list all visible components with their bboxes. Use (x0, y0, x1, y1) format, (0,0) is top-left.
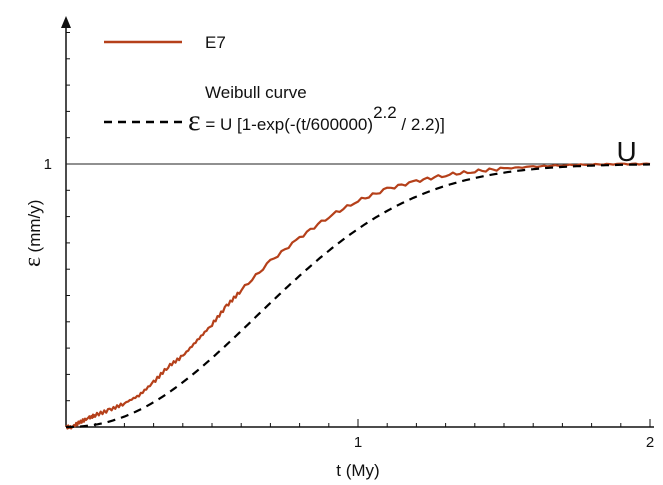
y-axis-symbol: ε (20, 257, 46, 267)
x-axis-title: t (My) (336, 461, 379, 480)
reference-line-label: U (617, 136, 637, 167)
legend: E7 Weibull curve ε = U [1-exp(-(t/600000… (104, 33, 445, 137)
axes (61, 16, 654, 428)
series-group (65, 162, 651, 430)
x-tick-label: 2 (646, 434, 654, 451)
formula-tail: / 2.2)] (397, 115, 445, 134)
y-axis-arrow (61, 16, 71, 28)
legend-formula: ε = U [1-exp(-(t/600000)2.2 / 2.2)] (188, 103, 445, 137)
formula-main: = U [1-exp(-(t/600000) (201, 115, 373, 134)
x-tick-label: 1 (354, 434, 362, 451)
y-axis-title: ε (mm/y) (20, 200, 46, 267)
tick-labels: 1 2 1 (44, 156, 655, 451)
y-tick-label: 1 (44, 156, 52, 173)
minor-ticks (66, 32, 651, 427)
legend-label-e7: E7 (205, 33, 226, 52)
series-weibull-line (66, 163, 651, 429)
formula-exponent: 2.2 (373, 103, 397, 122)
y-axis-unit: (mm/y) (25, 200, 44, 253)
formula-epsilon: ε (188, 104, 201, 137)
reference-line-group: U (66, 136, 650, 167)
legend-weibull-title: Weibull curve (205, 83, 307, 102)
series-e7-line (65, 162, 651, 430)
